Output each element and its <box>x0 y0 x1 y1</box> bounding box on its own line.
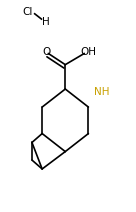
Text: H: H <box>42 17 50 27</box>
Text: Cl: Cl <box>22 7 32 17</box>
Text: NH: NH <box>94 87 109 97</box>
Text: O: O <box>42 47 50 57</box>
Text: OH: OH <box>80 47 96 57</box>
